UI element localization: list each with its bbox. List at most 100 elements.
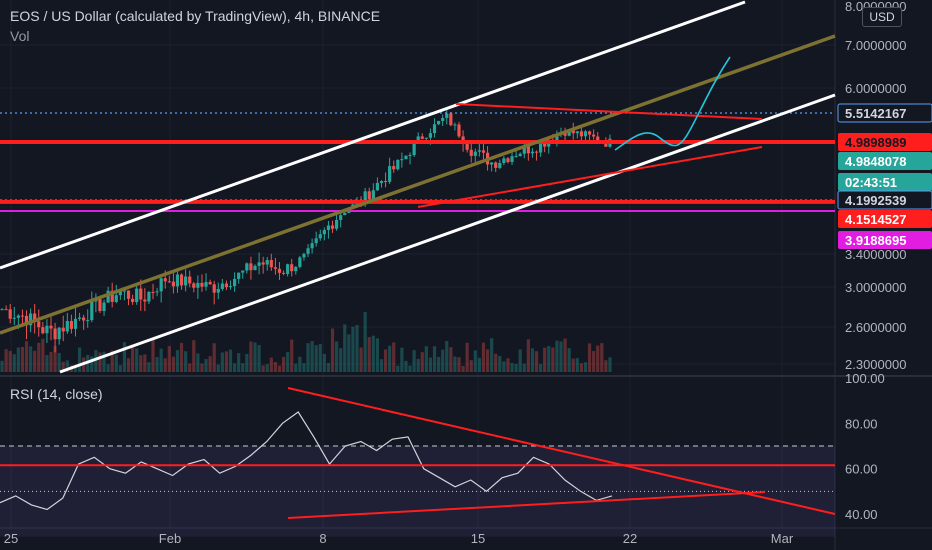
candle-body	[53, 328, 57, 340]
candle-body	[477, 150, 481, 152]
channel-upper-line	[0, 0, 746, 270]
candle-body	[567, 129, 571, 136]
candle-body	[286, 264, 290, 274]
price-label-box	[838, 210, 932, 228]
candle-body	[249, 263, 253, 271]
volume-bar	[583, 362, 588, 372]
volume-bar	[94, 350, 98, 372]
trend-drawings	[0, 0, 836, 374]
volume-bar	[277, 365, 282, 372]
volume-bar	[131, 345, 135, 372]
volume-bar	[90, 356, 94, 372]
candle-body	[592, 134, 596, 137]
volume-bar	[579, 363, 583, 372]
candle-body	[420, 136, 424, 139]
volume-bar	[318, 344, 322, 372]
volume-bar	[147, 362, 151, 372]
volume-bar	[375, 338, 379, 372]
candle-body	[20, 315, 25, 317]
candle-body	[314, 238, 318, 244]
candle-body	[428, 133, 433, 138]
volume-bar	[514, 364, 518, 372]
candle-body	[453, 124, 457, 126]
volume-bar	[253, 342, 257, 372]
candle-body	[228, 286, 233, 288]
volume-bar	[4, 349, 8, 372]
candle-body	[208, 282, 212, 285]
price-label-text: 4.1992539	[845, 193, 906, 208]
candle-body	[114, 295, 118, 302]
volume-bar	[473, 350, 477, 372]
candle-body	[445, 113, 449, 118]
volume-bar	[65, 360, 69, 372]
price-tick-label: 7.0000000	[845, 38, 906, 53]
candle-body	[437, 120, 441, 125]
candle-body	[49, 325, 53, 329]
candle-body	[330, 225, 335, 229]
volume-bar	[575, 358, 579, 372]
candle-body	[155, 291, 159, 293]
rsi-line	[0, 411, 613, 511]
volume-bar	[457, 357, 461, 372]
volume-bar	[592, 351, 596, 372]
candle-body	[16, 315, 20, 318]
volume-bar	[29, 346, 33, 372]
candle-body	[143, 299, 147, 302]
channel-mid-line	[0, 34, 836, 335]
candle-body	[131, 298, 135, 303]
candle-body	[57, 327, 61, 340]
candle-body	[555, 134, 559, 141]
volume-bar	[208, 356, 212, 372]
candle-body	[82, 317, 86, 321]
currency-button[interactable]: USD	[862, 7, 902, 27]
candle-body	[396, 159, 400, 170]
candle-body	[147, 291, 151, 302]
candle-body	[163, 278, 167, 282]
volume-bar	[485, 349, 490, 372]
volume-bar	[249, 341, 253, 372]
volume-bar	[20, 347, 25, 372]
volume-bar	[167, 346, 171, 372]
candle-body	[122, 290, 127, 292]
volume-bar	[122, 342, 127, 372]
volume-bar	[298, 356, 302, 372]
candle-body	[220, 283, 224, 289]
volume-bar	[371, 335, 375, 372]
candle-body	[424, 137, 428, 139]
volume-bar	[604, 360, 608, 372]
price-tick-label: 3.4000000	[845, 247, 906, 262]
candle-body	[469, 149, 473, 156]
candle-body	[126, 290, 131, 299]
volume-bar	[400, 347, 404, 372]
volume-bar	[163, 358, 167, 372]
volume-bar	[477, 357, 481, 372]
candle-body	[461, 136, 465, 144]
candle-body	[102, 302, 106, 312]
volume-bar	[179, 342, 184, 372]
candle-body	[371, 190, 375, 200]
volume-bar	[363, 311, 367, 372]
volume-bar	[596, 345, 600, 372]
candle-body	[65, 320, 69, 332]
candle-body	[33, 313, 37, 322]
candle-body	[69, 320, 73, 329]
candle-body	[379, 181, 384, 183]
price-label-text: 5.5142167	[845, 106, 906, 121]
candle-body	[302, 253, 306, 258]
candle-body	[575, 131, 579, 134]
candle-body	[204, 282, 208, 287]
rsi-pane	[0, 387, 836, 537]
volume-bar	[449, 347, 453, 372]
candle-body	[449, 113, 453, 126]
volume-bar	[335, 341, 339, 372]
volume-bar	[53, 345, 57, 372]
candle-body	[253, 265, 257, 271]
candle-body	[539, 142, 543, 153]
volume-bar	[392, 342, 396, 372]
volume-label: Vol	[10, 28, 30, 44]
volume-bar	[347, 334, 351, 372]
candle-body	[216, 288, 220, 293]
volume-bar	[245, 353, 249, 372]
volume-bar	[432, 346, 437, 372]
